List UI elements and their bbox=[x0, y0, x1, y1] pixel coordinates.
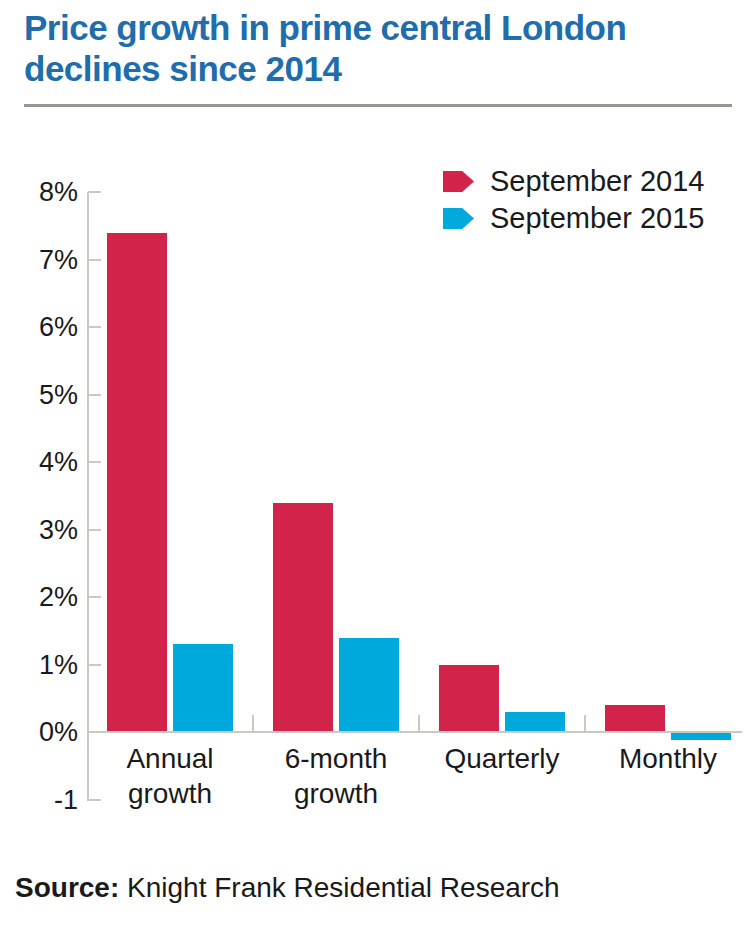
y-axis-tick-label: 2% bbox=[0, 581, 78, 613]
x-axis-tick bbox=[584, 715, 586, 731]
bar-september-2014-annual-growth bbox=[107, 233, 167, 732]
x-axis-category-label-annual-growth: Annual growth bbox=[80, 741, 260, 811]
source-line: Source: Knight Frank Residential Researc… bbox=[15, 872, 560, 904]
y-axis-tick bbox=[88, 529, 101, 531]
chart-figure: Price growth in prime central London dec… bbox=[0, 0, 746, 930]
x-axis-tick bbox=[252, 715, 254, 731]
x-axis-category-label-quarterly: Quarterly bbox=[412, 741, 592, 776]
y-axis-tick-label: 4% bbox=[0, 446, 78, 478]
x-axis-tick bbox=[418, 715, 420, 731]
bar-september-2015-quarterly bbox=[505, 712, 565, 731]
source-label: Source: bbox=[15, 872, 119, 903]
y-axis-tick-label: 0% bbox=[0, 716, 78, 748]
y-axis-line bbox=[87, 192, 89, 801]
y-axis-tick-label: 3% bbox=[0, 514, 78, 546]
bar-september-2014-6-month-growth bbox=[273, 503, 333, 732]
y-axis-tick bbox=[88, 191, 101, 193]
x-axis-category-label-monthly: Monthly bbox=[578, 741, 746, 776]
y-axis-tick-label: -1 bbox=[0, 784, 78, 816]
y-axis-tick-label: 7% bbox=[0, 244, 78, 276]
bar-september-2015-6-month-growth bbox=[339, 638, 399, 732]
y-axis-tick bbox=[88, 326, 101, 328]
y-axis-tick-label: 6% bbox=[0, 311, 78, 343]
bar-chart: 8% 7% 6% 5% 4% 3% 2% 1% 0% -1Annual growth6-month… bbox=[0, 0, 746, 860]
y-axis-tick-label: 8% bbox=[0, 176, 78, 208]
y-axis-tick bbox=[88, 394, 101, 396]
y-axis-tick-label: 1% bbox=[0, 649, 78, 681]
y-axis-tick bbox=[88, 664, 101, 666]
bar-september-2014-quarterly bbox=[439, 665, 499, 732]
x-axis-category-label-6-month-growth: 6-month growth bbox=[246, 741, 426, 811]
y-axis-tick bbox=[88, 596, 101, 598]
y-axis-tick-label: 5% bbox=[0, 379, 78, 411]
y-axis-tick bbox=[88, 461, 101, 463]
bar-september-2015-monthly bbox=[671, 733, 731, 740]
source-text: Knight Frank Residential Research bbox=[119, 872, 559, 903]
bar-september-2015-annual-growth bbox=[173, 644, 233, 731]
x-axis-baseline bbox=[87, 731, 742, 733]
y-axis-tick bbox=[88, 259, 101, 261]
bar-september-2014-monthly bbox=[605, 705, 665, 731]
